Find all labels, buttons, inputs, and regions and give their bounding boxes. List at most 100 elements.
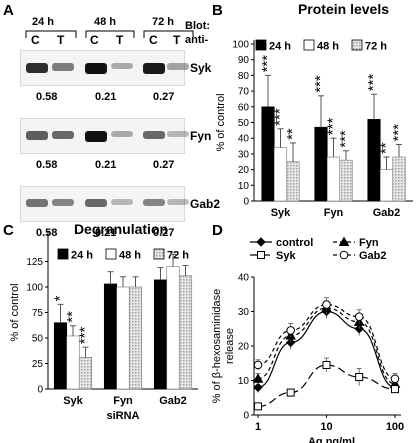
blot-ratio-value: 0.58 <box>36 227 58 239</box>
blot-band <box>26 199 48 207</box>
marker-circle <box>354 312 364 321</box>
legend-label: 48 h <box>317 41 339 53</box>
blot-protein-label: Gab2 <box>190 197 221 211</box>
significance-stars: *** <box>312 75 329 93</box>
x-axis-label: Ag ng/ml <box>308 436 355 443</box>
legend-label: 72 h <box>365 41 387 53</box>
blot-protein-label: Fyn <box>190 129 212 143</box>
x-tick-label: 1 <box>255 421 261 433</box>
marker-triangle <box>252 373 264 383</box>
panel-b-label: B <box>212 2 223 19</box>
y-tick-label: 50 <box>238 118 250 129</box>
significance-stars: * <box>52 295 69 301</box>
blot-band <box>167 131 189 137</box>
blot-lane-label: C <box>149 33 158 47</box>
protein-levels-chart: Protein levels 0 10 20 30 40 50 60 70 80 90 100 % of… <box>215 1 413 219</box>
chart-title: Degranulation <box>74 222 168 237</box>
category-label: Gab2 <box>373 207 401 219</box>
blot-ratio-value: 0.27 <box>153 227 175 239</box>
category-label: Fyn <box>113 395 133 407</box>
x-tick-label: 10 <box>320 421 332 433</box>
significance-stars: ** <box>378 142 395 154</box>
marker-diamond <box>253 382 263 393</box>
y-tick-label: 100 <box>26 283 43 294</box>
significance-stars: *** <box>272 108 289 126</box>
blot-lane-label: C <box>31 33 40 47</box>
y-tick-label: 125 <box>26 257 43 268</box>
y-tick-label: 30 <box>238 149 250 160</box>
y-tick-label: 10 <box>238 181 250 192</box>
blot-timepoint-label: 48 h <box>94 16 117 28</box>
panel-d-label: D <box>212 222 223 239</box>
y-tick-label: 40 <box>238 134 250 145</box>
bar <box>379 169 394 202</box>
blot-band <box>52 199 74 207</box>
blot-band <box>143 131 165 140</box>
blot-timepoint-brackets <box>25 30 194 38</box>
significance-stars: *** <box>365 74 382 92</box>
blot-lane-label: T <box>116 33 124 47</box>
legend-swatch <box>153 248 165 260</box>
marker-square <box>286 388 295 397</box>
chart-title: Protein levels <box>298 1 389 17</box>
legend-swatch <box>255 39 267 51</box>
bar <box>128 286 143 390</box>
blot-ratio-value: 0.27 <box>153 91 175 103</box>
x-tick-label: 100 <box>386 421 404 433</box>
blot-ratio-value: 0.21 <box>95 159 117 171</box>
bar <box>53 322 68 390</box>
bar <box>314 126 328 202</box>
legend-label: Fyn <box>359 237 379 249</box>
blot-lane-label: T <box>57 33 65 47</box>
blot-protein-label: Syk <box>190 61 212 75</box>
legend-label: 24 h <box>71 250 93 262</box>
significance-stars: *** <box>77 327 94 345</box>
legend-label: Syk <box>276 250 296 262</box>
blot-band <box>167 63 189 70</box>
y-axis-label: % of β-hexosaminidase <box>211 289 223 404</box>
bar <box>326 156 341 202</box>
marker-circle <box>322 300 331 309</box>
blot-band <box>167 199 189 205</box>
y-tick-label: 70 <box>238 87 250 98</box>
y-tick-label: 10 <box>238 376 250 387</box>
y-tick-label: 80 <box>238 71 250 82</box>
y-axis-label: % of control <box>215 93 227 151</box>
marker-square <box>257 251 265 259</box>
legend-label: Gab2 <box>359 250 387 262</box>
marker-circle <box>339 250 349 260</box>
blot-ratio-value: 0.58 <box>36 159 58 171</box>
marker-circle <box>390 374 400 384</box>
bar <box>166 266 180 390</box>
marker-circle <box>286 326 295 335</box>
blot-band <box>85 131 107 142</box>
legend-swatch <box>57 248 69 260</box>
blot-band <box>111 199 133 205</box>
bar <box>116 286 130 390</box>
bar <box>367 119 381 202</box>
category-label: Fyn <box>324 207 344 219</box>
legend-label: 24 h <box>269 41 291 53</box>
blot-band <box>143 63 165 74</box>
marker-diamond <box>256 237 266 247</box>
hexosaminidase-release-chart: 0 10 20 30 40 1 10 100 Ag ng/ml % of β-hexosamini… <box>211 236 404 443</box>
y-tick-label: 0 <box>37 385 43 396</box>
blot-ratio-value: 0.21 <box>95 227 117 239</box>
bar <box>178 275 193 390</box>
significance-stars: *** <box>337 130 354 148</box>
blot-label: anti- <box>185 34 209 46</box>
y-tick-label: 20 <box>238 165 250 176</box>
category-label: Gab2 <box>159 395 187 407</box>
series-line <box>257 310 396 388</box>
y-tick-label: 60 <box>238 102 250 113</box>
series-line <box>257 307 396 385</box>
y-tick-label: 90 <box>238 55 250 66</box>
y-tick-label: 25 <box>32 359 44 370</box>
significance-stars: *** <box>390 124 407 142</box>
significance-stars: ** <box>64 311 81 323</box>
marker-square <box>322 360 331 369</box>
blot-band <box>85 199 107 208</box>
blot-label: Blot: <box>185 20 211 32</box>
blot-band <box>111 131 133 138</box>
legend-label: 72 h <box>167 250 189 262</box>
